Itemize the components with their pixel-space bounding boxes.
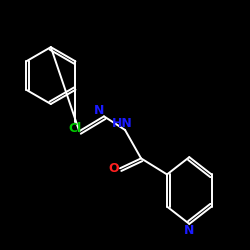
- Text: N: N: [184, 224, 194, 236]
- Text: O: O: [108, 162, 119, 175]
- Text: HN: HN: [112, 117, 133, 130]
- Text: Cl: Cl: [69, 122, 82, 134]
- Text: N: N: [94, 104, 104, 117]
